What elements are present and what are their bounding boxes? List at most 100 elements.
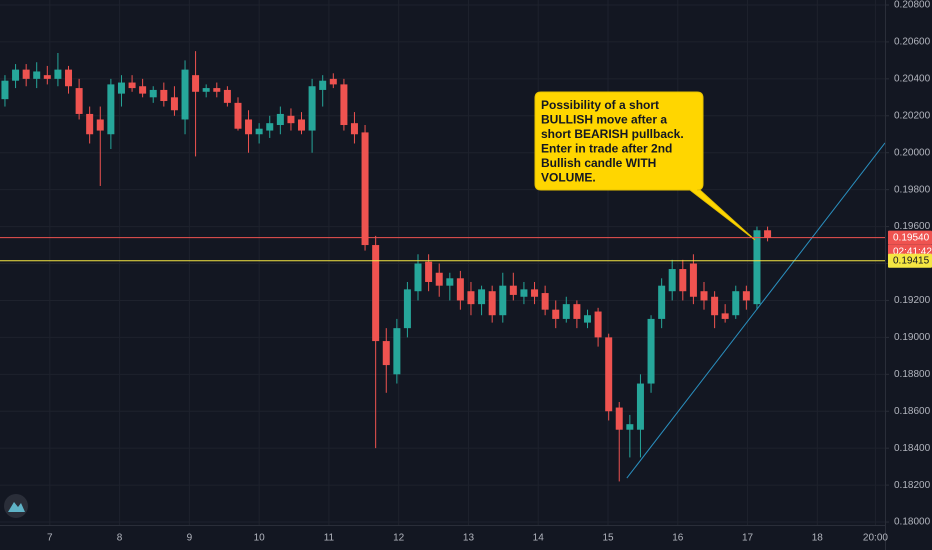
candle-body bbox=[679, 269, 687, 292]
candle-body bbox=[541, 293, 549, 310]
y-tick-label: 0.19600 bbox=[894, 221, 931, 232]
candle-body bbox=[446, 278, 454, 286]
y-tick-label: 0.20000 bbox=[894, 147, 931, 158]
candle-body bbox=[732, 291, 740, 316]
x-tick-label: 10 bbox=[254, 533, 266, 544]
candle-body bbox=[75, 88, 83, 114]
candle-body bbox=[287, 115, 295, 124]
candle-body bbox=[297, 119, 305, 131]
candle-body bbox=[700, 291, 708, 301]
candle-body bbox=[721, 313, 729, 319]
y-tick-label: 0.20400 bbox=[894, 73, 931, 84]
candle-body bbox=[668, 269, 676, 292]
x-tick-label: 16 bbox=[672, 533, 684, 544]
candle-body bbox=[117, 82, 125, 94]
candle-body bbox=[245, 119, 253, 135]
candle-body bbox=[350, 123, 358, 135]
candle-body bbox=[340, 84, 348, 126]
candle-body bbox=[636, 383, 644, 430]
candle-body bbox=[223, 89, 231, 103]
candle-body bbox=[488, 291, 496, 316]
candle-body bbox=[499, 285, 507, 316]
candle-body bbox=[520, 289, 528, 297]
candle-body bbox=[573, 304, 581, 319]
candle-body bbox=[689, 263, 697, 297]
price-label-box bbox=[888, 230, 932, 245]
candle-body bbox=[65, 69, 73, 87]
candle-body bbox=[181, 69, 189, 120]
y-tick-label: 0.18200 bbox=[894, 480, 931, 491]
candle-body bbox=[128, 82, 136, 89]
candle-body bbox=[43, 75, 51, 79]
candle-body bbox=[509, 285, 517, 295]
x-tick-label: 18 bbox=[812, 533, 824, 544]
candle-body bbox=[329, 78, 337, 85]
y-tick-label: 0.20600 bbox=[894, 37, 931, 48]
candle-body bbox=[531, 289, 539, 297]
candle-body bbox=[1, 80, 9, 100]
candle-body bbox=[403, 289, 411, 329]
candle-body bbox=[626, 424, 634, 430]
candle-body bbox=[605, 337, 613, 412]
candle-body bbox=[266, 123, 274, 131]
candle-body bbox=[742, 291, 750, 301]
candle-body bbox=[12, 69, 20, 81]
candle-body bbox=[213, 88, 221, 92]
candle-body bbox=[107, 84, 115, 135]
candle-body bbox=[160, 89, 168, 102]
candle-body bbox=[562, 304, 570, 319]
candle-body bbox=[552, 309, 560, 319]
candle-body bbox=[149, 89, 157, 98]
candle-body bbox=[96, 119, 104, 131]
x-tick-label: 11 bbox=[324, 533, 335, 544]
x-tick-label: 17 bbox=[742, 533, 754, 544]
x-tick-label: 13 bbox=[463, 533, 475, 544]
plot bbox=[1, 51, 886, 482]
candle-body bbox=[711, 296, 719, 316]
annotation-line: Enter in trade after 2nd bbox=[541, 142, 672, 156]
y-tick-label: 0.18600 bbox=[894, 406, 931, 417]
candle-body bbox=[414, 263, 422, 292]
candle-body bbox=[764, 230, 772, 238]
candle-body bbox=[393, 328, 401, 375]
logo-mark bbox=[8, 502, 25, 512]
trend-line bbox=[626, 142, 886, 479]
logo bbox=[4, 494, 28, 518]
candle-body bbox=[435, 272, 443, 286]
y-tick-label: 0.20800 bbox=[894, 0, 931, 11]
annotation-callout bbox=[534, 91, 756, 241]
candle-body bbox=[308, 86, 316, 131]
annotation-line: VOLUME. bbox=[541, 171, 596, 185]
y-tick-label: 0.19800 bbox=[894, 184, 931, 195]
candle-body bbox=[139, 86, 147, 94]
countdown: 02:41:42 bbox=[893, 246, 932, 257]
candle-body bbox=[382, 341, 390, 366]
candle-body bbox=[647, 318, 655, 384]
y-tick-label: 0.18800 bbox=[894, 369, 931, 380]
x-tick-label: 7 bbox=[47, 533, 53, 544]
y-tick-label: 0.19200 bbox=[894, 295, 931, 306]
x-tick-label: 12 bbox=[393, 533, 405, 544]
candle-body bbox=[594, 311, 602, 338]
candle-body bbox=[372, 245, 380, 342]
candle-body bbox=[33, 71, 41, 79]
annotation-line: BULLISH move after a bbox=[541, 113, 667, 127]
x-tick-label: 8 bbox=[117, 533, 123, 544]
x-tick-label: 14 bbox=[533, 533, 545, 544]
candle-body bbox=[478, 289, 486, 305]
annotation-line: Possibility of a short bbox=[541, 98, 659, 112]
candle-body bbox=[425, 261, 433, 282]
candle-body bbox=[255, 128, 263, 135]
x-tick-label: 15 bbox=[602, 533, 614, 544]
y-tick-label: 0.18000 bbox=[894, 517, 931, 528]
candle-body bbox=[276, 113, 284, 126]
candle-body bbox=[583, 315, 591, 323]
candle-body bbox=[170, 97, 178, 111]
candle-body bbox=[456, 278, 464, 301]
candle-body bbox=[234, 102, 242, 129]
candle-body bbox=[54, 69, 62, 79]
candle-body bbox=[319, 80, 327, 90]
price-label-box bbox=[888, 253, 932, 268]
